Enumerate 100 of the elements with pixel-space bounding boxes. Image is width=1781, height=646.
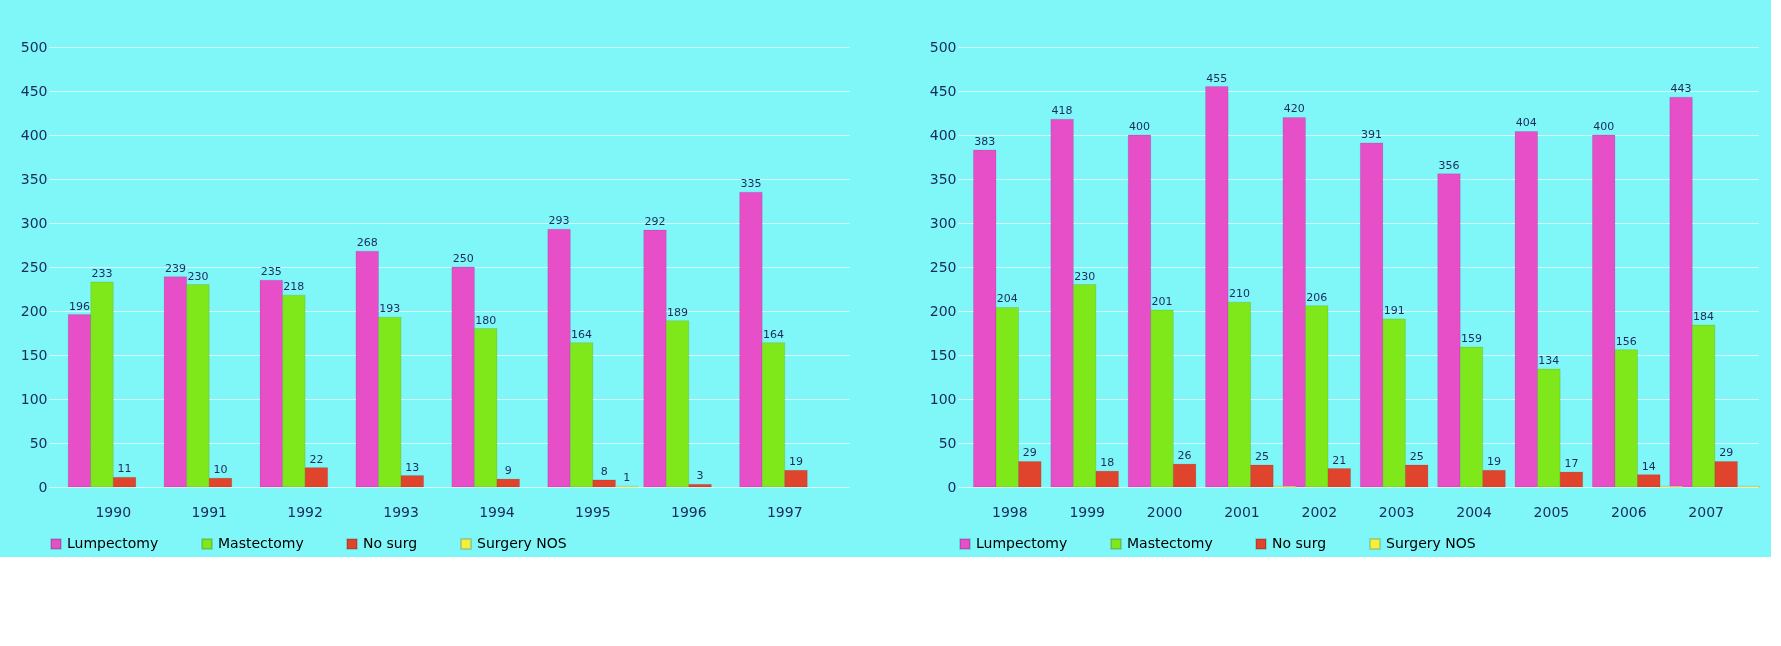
y-tick-label: 300 bbox=[20, 214, 48, 231]
data-label: 196 bbox=[68, 299, 90, 313]
legend-label: Surgery NOS bbox=[477, 535, 567, 551]
x-tick-label: 1996 bbox=[670, 503, 707, 520]
y-tick-label: 100 bbox=[20, 390, 48, 407]
data-label: 184 bbox=[1693, 310, 1715, 324]
y-tick-label: 500 bbox=[20, 38, 48, 55]
x-tick-label: 2001 bbox=[1224, 503, 1260, 520]
y-tick-label: 0 bbox=[947, 478, 957, 495]
x-tick-label: 1991 bbox=[191, 503, 228, 520]
y-tick-label: 250 bbox=[20, 258, 48, 275]
data-label: 9 bbox=[504, 464, 512, 478]
legend-label: Lumpectomy bbox=[67, 535, 159, 551]
data-label: 180 bbox=[475, 313, 497, 327]
legend-label: Mastectomy bbox=[218, 535, 304, 551]
data-label: 455 bbox=[1206, 71, 1228, 85]
data-label: 191 bbox=[1383, 303, 1405, 317]
data-label: 26 bbox=[1177, 449, 1192, 463]
data-label: 230 bbox=[1074, 269, 1096, 283]
x-tick-label: 2000 bbox=[1146, 503, 1183, 520]
x-tick-label: 1995 bbox=[575, 503, 611, 520]
data-label: 400 bbox=[1593, 120, 1615, 133]
data-label: 19 bbox=[1487, 455, 1502, 469]
data-label: 3 bbox=[696, 469, 704, 483]
data-label: 400 bbox=[1128, 120, 1150, 133]
data-label: 391 bbox=[1361, 127, 1383, 141]
data-label: 335 bbox=[740, 177, 762, 191]
y-tick-label: 150 bbox=[929, 346, 957, 363]
y-tick-label: 50 bbox=[29, 434, 48, 451]
y-tick-label: 300 bbox=[929, 214, 957, 231]
y-tick-label: 0 bbox=[38, 478, 48, 495]
legend-label: Surgery NOS bbox=[1386, 535, 1476, 551]
data-label: 189 bbox=[667, 305, 689, 319]
y-tick-label: 500 bbox=[929, 38, 957, 55]
x-tick-label: 1993 bbox=[383, 503, 419, 520]
data-label: 13 bbox=[405, 460, 420, 474]
x-tick-label: 2007 bbox=[1688, 503, 1724, 520]
data-label: 8 bbox=[600, 464, 608, 478]
x-tick-label: 1998 bbox=[992, 503, 1028, 520]
y-tick-label: 150 bbox=[20, 346, 48, 363]
legend-label: Lumpectomy bbox=[976, 535, 1068, 551]
x-tick-label: 2003 bbox=[1378, 503, 1415, 520]
x-tick-label: 2006 bbox=[1610, 503, 1647, 520]
y-tick-label: 450 bbox=[929, 82, 957, 99]
data-label: 218 bbox=[283, 280, 305, 294]
data-label: 159 bbox=[1461, 332, 1482, 346]
x-tick-label: 1994 bbox=[479, 503, 515, 520]
data-label: 164 bbox=[762, 327, 784, 341]
x-tick-label: 2002 bbox=[1301, 503, 1338, 520]
x-tick-label: 1999 bbox=[1069, 503, 1106, 520]
data-label: 383 bbox=[974, 134, 996, 148]
data-label: 356 bbox=[1438, 158, 1460, 172]
data-label: 14 bbox=[1641, 459, 1656, 473]
y-tick-label: 400 bbox=[929, 126, 957, 143]
data-label: 230 bbox=[187, 269, 209, 283]
x-tick-label: 1997 bbox=[766, 503, 803, 520]
legend-label: No surg bbox=[363, 535, 418, 551]
data-label: 443 bbox=[1670, 82, 1692, 96]
y-tick-label: 450 bbox=[20, 82, 48, 99]
data-label: 268 bbox=[356, 236, 378, 250]
data-label: 17 bbox=[1564, 457, 1579, 471]
data-label: 233 bbox=[91, 266, 113, 280]
y-tick-label: 400 bbox=[20, 126, 48, 143]
data-label: 21 bbox=[1332, 453, 1347, 467]
data-label: 10 bbox=[213, 463, 228, 477]
y-tick-label: 200 bbox=[20, 302, 48, 319]
data-label: 293 bbox=[548, 214, 570, 228]
y-tick-label: 250 bbox=[929, 258, 957, 275]
data-label: 18 bbox=[1100, 456, 1115, 470]
x-tick-label: 1990 bbox=[95, 503, 132, 520]
y-tick-label: 50 bbox=[938, 434, 957, 451]
x-tick-label: 2005 bbox=[1533, 503, 1570, 520]
x-tick-label: 2004 bbox=[1456, 503, 1492, 520]
x-tick-label: 1992 bbox=[287, 503, 323, 520]
data-label: 134 bbox=[1538, 354, 1560, 368]
y-tick-label: 350 bbox=[20, 170, 48, 187]
data-label: 404 bbox=[1515, 116, 1537, 130]
data-label: 1 bbox=[623, 471, 631, 485]
data-label: 235 bbox=[260, 265, 282, 279]
y-tick-label: 200 bbox=[929, 302, 957, 319]
data-label: 210 bbox=[1228, 287, 1250, 301]
data-label: 250 bbox=[452, 252, 474, 265]
data-label: 11 bbox=[117, 462, 132, 476]
y-tick-label: 100 bbox=[929, 390, 957, 407]
data-label: 156 bbox=[1615, 334, 1637, 348]
data-label: 420 bbox=[1283, 102, 1305, 116]
y-tick-label: 350 bbox=[929, 170, 957, 187]
data-label: 164 bbox=[571, 327, 593, 341]
data-label: 292 bbox=[644, 215, 666, 229]
legend-label: Mastectomy bbox=[1127, 535, 1213, 551]
data-label: 193 bbox=[379, 302, 401, 316]
data-label: 206 bbox=[1306, 290, 1328, 304]
data-label: 239 bbox=[164, 261, 186, 275]
data-label: 29 bbox=[1022, 446, 1037, 460]
data-label: 25 bbox=[1254, 450, 1269, 463]
data-label: 22 bbox=[309, 452, 324, 466]
data-label: 19 bbox=[789, 455, 803, 469]
data-label: 418 bbox=[1051, 104, 1073, 118]
data-label: 29 bbox=[1719, 446, 1734, 460]
data-label: 201 bbox=[1151, 295, 1173, 309]
